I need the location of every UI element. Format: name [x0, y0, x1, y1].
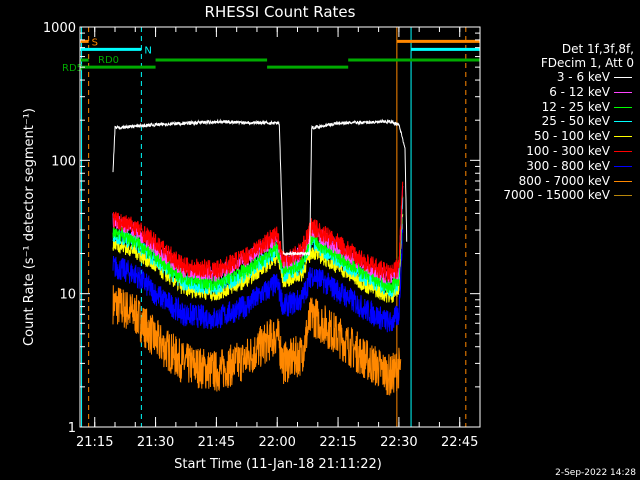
legend-swatch	[614, 165, 632, 167]
y-tick-label: 100	[51, 154, 76, 169]
legend-entry: 25 - 50 keV	[488, 114, 634, 129]
y-axis: 1 10 100 1000	[43, 21, 480, 436]
legend-swatch	[614, 136, 632, 138]
legend-swatch	[614, 91, 632, 93]
y-tick-label: 1000	[43, 21, 76, 36]
legend-swatch	[614, 195, 632, 197]
x-axis-label: Start Time (11-Jan-18 21:11:22)	[174, 457, 382, 472]
legend-label: 7000 - 15000 keV	[503, 188, 610, 203]
x-tick-label: 22:00	[258, 435, 295, 450]
chart-title: RHESSI Count Rates	[205, 3, 356, 21]
legend-entry: 3 - 6 keV	[488, 70, 634, 85]
footer-date: 2-Sep-2022 14:28	[555, 468, 636, 478]
flag-label: RD5	[62, 63, 83, 74]
legend-entry: 300 - 800 keV	[488, 159, 634, 174]
legend-label: 100 - 300 keV	[526, 143, 610, 158]
legend-entry: 800 - 7000 keV	[488, 174, 634, 189]
series-line	[112, 118, 408, 257]
legend-entry: 12 - 25 keV	[488, 100, 634, 115]
legend: 3 - 6 keV 6 - 12 keV 12 - 25 keV 25 - 50 ke…	[488, 70, 634, 203]
legend-entry: 6 - 12 keV	[488, 85, 634, 100]
legend-header-line: FDecim 1, Att 0	[540, 56, 634, 70]
legend-entry: 50 - 100 keV	[488, 129, 634, 144]
y-tick-label: 10	[59, 288, 76, 303]
legend-swatch	[614, 180, 632, 182]
plot-area: S N RD0 RD5	[62, 27, 480, 427]
x-tick-label: 22:30	[380, 435, 417, 450]
legend-label: 50 - 100 keV	[533, 129, 610, 144]
legend-swatch	[614, 121, 632, 123]
legend-label: 800 - 7000 keV	[518, 173, 610, 188]
legend-label: 300 - 800 keV	[526, 158, 610, 173]
legend-swatch	[614, 150, 632, 152]
plot-frame	[79, 26, 481, 428]
x-tick-label: 21:15	[76, 435, 113, 450]
y-axis-label: Count Rate (s⁻¹ detector segment⁻¹)	[22, 108, 37, 346]
legend-label: 25 - 50 keV	[541, 114, 610, 129]
legend-swatch	[614, 106, 632, 108]
flag-label: N	[144, 45, 151, 56]
legend-entry: 100 - 300 keV	[488, 144, 634, 159]
legend-label: 6 - 12 keV	[549, 84, 610, 99]
legend-swatch	[614, 77, 632, 78]
legend-label: 12 - 25 keV	[541, 99, 610, 114]
x-tick-label: 21:30	[137, 435, 174, 450]
series-line	[112, 181, 404, 282]
flag-label: RD0	[98, 55, 119, 66]
series-line	[112, 223, 404, 333]
legend-header: Det 1f,3f,8f, FDecim 1, Att 0	[488, 42, 634, 70]
series-line	[112, 285, 402, 396]
legend-label: 3 - 6 keV	[556, 70, 610, 84]
flag-label: S	[92, 37, 98, 48]
x-axis: 21:15 21:30 21:45 22:00 22:15 22:30 22:45	[76, 27, 481, 450]
y-tick-label: 1	[68, 421, 76, 436]
x-tick-label: 22:15	[319, 435, 356, 450]
legend-header-line: Det 1f,3f,8f,	[561, 42, 634, 56]
x-tick-label: 22:45	[441, 435, 478, 450]
legend-entry: 7000 - 15000 keV	[488, 188, 634, 203]
x-tick-label: 21:45	[198, 435, 235, 450]
